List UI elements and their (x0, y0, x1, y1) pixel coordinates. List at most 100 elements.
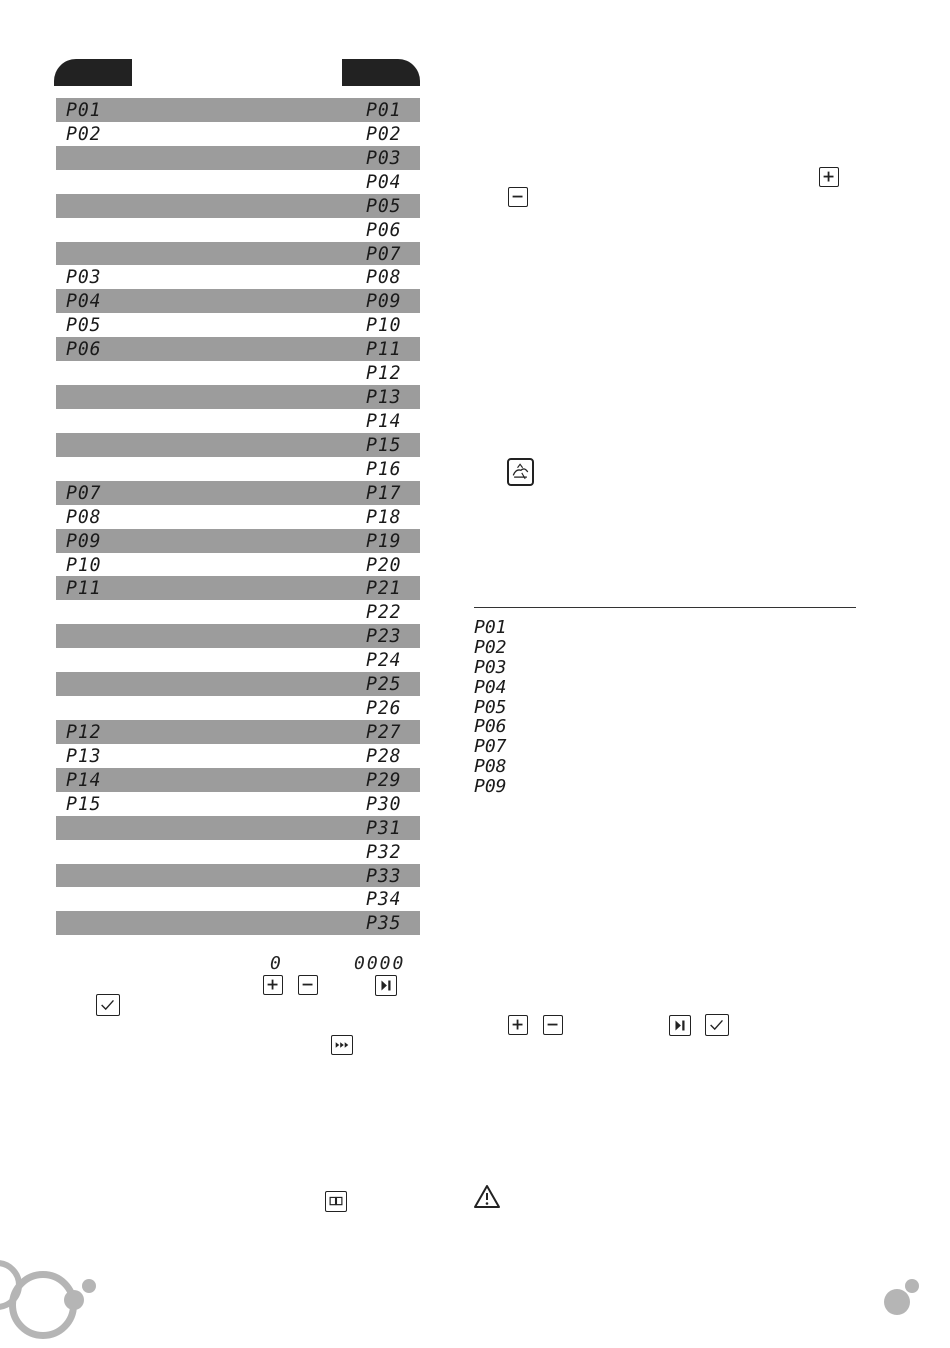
table-row: P04 (56, 170, 420, 194)
table-row: P07 (56, 241, 420, 266)
right-program-code: P05 (366, 194, 402, 217)
table-row: P13 (56, 385, 420, 409)
right-program-code: P32 (366, 840, 402, 863)
legend-program-code: P04 (474, 676, 507, 698)
right-program-code: P18 (366, 505, 402, 528)
table-row: P31 (56, 815, 420, 840)
table-row: P15 P30 (56, 792, 420, 816)
right-program-code: P12 (366, 362, 402, 385)
warning-icon (473, 1184, 501, 1210)
minus-icon (543, 1015, 563, 1035)
decor-dot-right-small (905, 1279, 919, 1293)
right-program-code: P35 (366, 912, 402, 935)
table-row: P06 P11 (56, 337, 420, 362)
table-row: P08 P18 (56, 505, 420, 529)
table-row: P04 P09 (56, 289, 420, 314)
legend-program-code: P08 (474, 756, 507, 778)
right-program-code: P20 (366, 553, 402, 576)
right-program-code: P30 (366, 792, 402, 815)
table-row: P35 (56, 911, 420, 936)
right-program-code: P06 (366, 218, 402, 241)
program-table: P01 P01 P02 P02 P03 P04 P05 P06 P07 P03 P08 P04 P09 P… (56, 98, 420, 936)
plus-icon (263, 975, 283, 995)
recipe-book-icon (325, 1191, 347, 1212)
table-row: P10 P20 (56, 553, 420, 577)
table-row: P32 (56, 840, 420, 864)
table-row: P12 (56, 361, 420, 385)
right-column-header-tab (342, 59, 420, 86)
table-row: P05 (56, 193, 420, 218)
right-program-code: P10 (366, 314, 402, 337)
legend-program-code: P06 (474, 716, 507, 738)
table-row: P14 (56, 409, 420, 433)
chef-hat-icon (507, 458, 534, 486)
check-icon (705, 1014, 729, 1036)
table-row: P24 (56, 648, 420, 672)
right-program-code: P25 (366, 673, 402, 696)
left-program-code: P02 (66, 122, 102, 145)
right-program-code: P23 (366, 625, 402, 648)
right-program-code: P14 (366, 409, 402, 432)
right-program-code: P34 (366, 888, 402, 911)
right-program-code: P31 (366, 816, 402, 839)
legend-program-code: P05 (474, 696, 507, 718)
right-program-code: P27 (366, 720, 402, 743)
table-row: P13 P28 (56, 744, 420, 768)
decor-dot-medium (64, 1290, 84, 1310)
single-digit-readout: 0 (270, 953, 283, 974)
right-program-code: P02 (366, 122, 402, 145)
left-program-code: P01 (66, 99, 102, 121)
left-program-code: P11 (66, 577, 102, 600)
legend-program-code: P01 (474, 617, 507, 638)
minus-icon (508, 187, 528, 207)
table-row: P26 (56, 696, 420, 720)
right-program-code: P07 (366, 242, 402, 265)
table-row: P03 P08 (56, 265, 420, 289)
right-program-code: P04 (366, 170, 402, 193)
decor-dot-small (82, 1279, 96, 1293)
section-divider (474, 607, 856, 608)
right-program-code: P09 (366, 290, 402, 313)
left-program-code: P06 (66, 338, 102, 361)
right-program-code: P28 (366, 744, 402, 767)
left-program-code: P09 (66, 529, 102, 552)
four-digit-readout: 0000 (354, 953, 406, 974)
right-program-code: P08 (366, 266, 402, 289)
decor-dot-right-large (884, 1289, 910, 1315)
right-program-code: P01 (366, 99, 402, 121)
right-program-code: P19 (366, 529, 402, 552)
right-program-code: P26 (366, 697, 402, 720)
right-program-code: P15 (366, 433, 402, 456)
left-column-header-tab (54, 59, 132, 86)
legend-program-code: P02 (474, 636, 507, 658)
table-row: P34 (56, 887, 420, 911)
left-program-code: P14 (66, 768, 102, 791)
left-program-code: P03 (66, 266, 102, 289)
table-row: P33 (56, 863, 420, 888)
right-program-code: P33 (366, 864, 402, 887)
right-program-code: P21 (366, 577, 402, 600)
fast-forward-icon (331, 1035, 353, 1055)
left-program-code: P04 (66, 290, 102, 313)
table-row: P16 (56, 457, 420, 481)
legend-program-code: P03 (474, 656, 507, 678)
table-row: P05 P10 (56, 313, 420, 337)
right-program-code: P11 (366, 338, 402, 361)
program-legend: P01 P02 P03 P04 P05 P06 P07 P08 P09 (474, 618, 507, 797)
table-row: P11 P21 (56, 576, 420, 601)
table-row: P22 (56, 600, 420, 624)
table-row: P09 P19 (56, 528, 420, 553)
right-program-code: P22 (366, 601, 402, 624)
plus-icon (819, 167, 839, 187)
table-row: P25 (56, 672, 420, 697)
left-program-code: P12 (66, 720, 102, 743)
right-program-code: P03 (366, 146, 402, 169)
left-program-code: P10 (66, 553, 102, 576)
table-row: P23 (56, 624, 420, 649)
right-program-code: P16 (366, 457, 402, 480)
right-program-code: P24 (366, 649, 402, 672)
table-row: P02 P02 (56, 122, 420, 146)
play-pause-icon (669, 1015, 691, 1036)
right-program-code: P13 (366, 386, 402, 409)
table-row: P01 P01 (56, 98, 420, 122)
